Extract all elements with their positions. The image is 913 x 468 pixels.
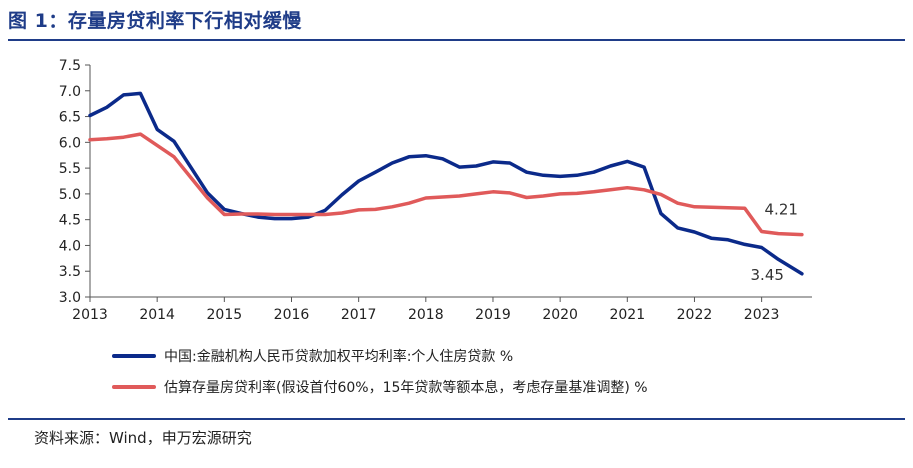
- legend-label-series-2: 估算存量房贷利率(假设首付60%，15年贷款等额本息，考虑存量基准调整) %: [164, 380, 648, 396]
- x-tick-label: 2022: [677, 307, 713, 323]
- x-tick-label: 2015: [207, 307, 243, 323]
- legend-item-series-2: 估算存量房贷利率(假设首付60%，15年贷款等额本息，考虑存量基准调整) %: [112, 377, 648, 397]
- line-chart: 3.0 3.5 4.0 4.5 5.0 5.5 6.0 6.5 7.0 7.5 2013 2014 20…: [59, 58, 812, 323]
- x-tick-label: 2019: [475, 307, 511, 323]
- x-tick-label: 2021: [609, 307, 645, 323]
- x-tick-label: 2016: [274, 307, 310, 323]
- chart-lines: [88, 91, 804, 276]
- x-tick-label: 2013: [72, 307, 108, 323]
- legend-label-series-1: 中国:金融机构人民币贷款加权平均利率:个人住房贷款 %: [164, 349, 514, 365]
- x-tick-label: 2014: [139, 307, 175, 323]
- x-tick-label: 2020: [542, 307, 578, 323]
- chart-end-labels: 4.21 3.45: [751, 201, 798, 284]
- title-divider: [8, 39, 905, 41]
- y-tick-label: 3.5: [59, 264, 81, 280]
- x-tick-label: 2017: [341, 307, 377, 323]
- legend-item-series-1: 中国:金融机构人民币贷款加权平均利率:个人住房贷款 %: [112, 346, 513, 366]
- legend-swatch-series-1: [112, 354, 156, 358]
- y-tick-label: 4.5: [59, 213, 81, 229]
- y-tick-label: 4.0: [59, 238, 81, 254]
- figure-title: 图 1：存量房贷利率下行相对缓慢: [8, 10, 302, 32]
- y-tick-label: 6.5: [59, 110, 81, 126]
- source-divider: [8, 418, 905, 420]
- y-tick-label: 6.0: [59, 135, 81, 151]
- source-note: 资料来源：Wind，申万宏源研究: [34, 429, 252, 447]
- y-tick-label: 5.0: [59, 187, 81, 203]
- series-1-end-label: 3.45: [751, 266, 784, 284]
- y-tick-label: 7.5: [59, 58, 81, 74]
- legend-swatch-series-2: [112, 385, 156, 389]
- x-tick-label: 2023: [744, 307, 780, 323]
- chart-axes: 3.0 3.5 4.0 4.5 5.0 5.5 6.0 6.5 7.0 7.5 2013 2014 20…: [59, 58, 812, 323]
- series-2-end-label: 4.21: [765, 201, 798, 219]
- y-tick-label: 7.0: [59, 84, 81, 100]
- x-tick-label: 2018: [408, 307, 444, 323]
- y-tick-label: 3.0: [59, 290, 81, 306]
- y-tick-label: 5.5: [59, 161, 81, 177]
- series-line-2: [88, 132, 804, 237]
- series-line-1: [88, 91, 804, 276]
